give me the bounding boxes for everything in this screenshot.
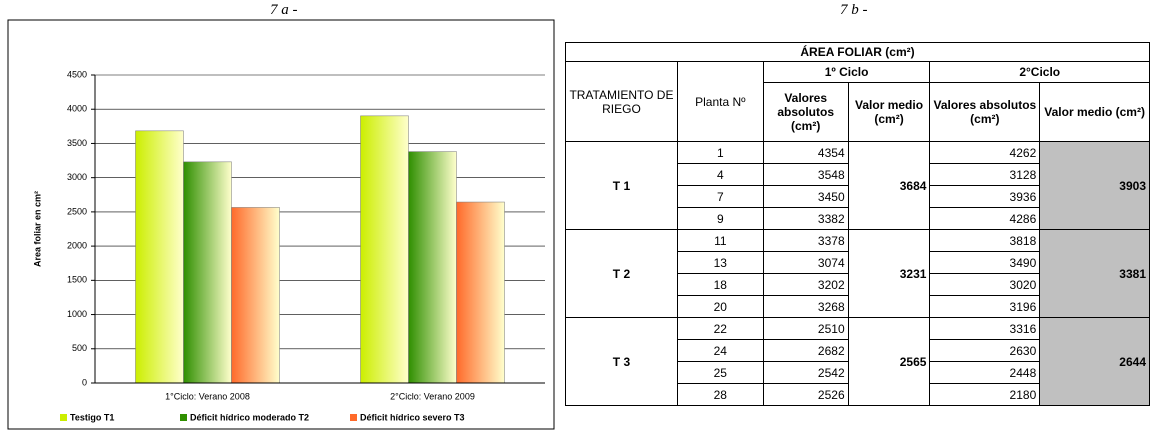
bar	[183, 161, 232, 384]
value-cell: 4286	[929, 207, 1041, 230]
x-tick-label: 2°Ciclo: Verano 2009	[390, 391, 475, 401]
chart-caption: 7 a -	[270, 2, 298, 18]
y-tick-label: 3500	[67, 138, 87, 148]
bar	[231, 207, 280, 384]
table-row: 20 3268 3196	[566, 295, 1150, 318]
table-title: ÁREA FOLIAR (cm²)	[565, 42, 1150, 62]
bar	[360, 115, 409, 384]
mean-cell: 3231	[847, 229, 931, 318]
chart: Area foliar en cm² 0 500 1000 1500 2000 2500 3…	[7, 19, 555, 430]
data-table: ÁREA FOLIAR (cm²) TRATAMIENTO DE RIEGO Pla…	[565, 42, 1150, 406]
value-cell: 3316	[929, 317, 1041, 340]
group-label: T 3	[565, 317, 678, 406]
header-cell: 1º Ciclo	[762, 61, 931, 83]
value-cell: 2542	[762, 361, 849, 384]
value-cell: 3450	[762, 185, 849, 208]
table-row: Valores absolutos (cm²) Valor medio (cm²)…	[566, 82, 1150, 142]
value-cell: 3378	[762, 229, 849, 252]
value-cell: 3268	[762, 295, 849, 318]
table-row: 18 3202 3020	[566, 273, 1150, 296]
table-row: T 2 11 3378 3231 3818 3381	[565, 229, 1150, 318]
value-cell: 2448	[929, 361, 1041, 384]
y-tick-label: 2500	[67, 206, 87, 216]
value-cell: 3128	[929, 163, 1041, 186]
mean-cell: 2644	[1039, 317, 1150, 406]
table-row: 9 3382 4286	[566, 207, 1150, 230]
value-cell: 3020	[929, 273, 1041, 296]
legend-label: Testigo T1	[70, 412, 114, 422]
table-row: 13 3074 3490	[566, 251, 1150, 274]
plant-cell: 22	[676, 317, 764, 340]
header-cell: Planta Nº	[676, 61, 764, 142]
table-row: 24 2682 2630	[566, 339, 1150, 362]
plant-cell: 7	[676, 185, 764, 208]
table-row: 25 2542 2448	[566, 361, 1150, 384]
plant-cell: 11	[676, 229, 764, 252]
y-tick-label: 1500	[67, 275, 87, 285]
x-tick-label: 1°Ciclo: Verano 2008	[165, 391, 250, 401]
value-cell: 3818	[929, 229, 1041, 252]
y-tick-label: 2000	[67, 240, 87, 250]
plant-cell: 28	[676, 383, 764, 406]
y-tick-label: 4500	[67, 69, 87, 79]
y-tick-label: 500	[72, 343, 87, 353]
table-caption: 7 b -	[840, 2, 868, 18]
plant-cell: 24	[676, 339, 764, 362]
y-tick-label: 3000	[67, 172, 87, 182]
mean-cell: 3684	[847, 141, 931, 230]
y-tick-label: 4000	[67, 104, 87, 114]
value-cell: 2510	[762, 317, 849, 340]
group-label: T 2	[565, 229, 678, 318]
legend-swatch	[180, 414, 187, 421]
header-cell: TRATAMIENTO DE RIEGO	[565, 61, 678, 142]
mean-cell: 3903	[1039, 141, 1150, 230]
plant-cell: 1	[676, 141, 764, 164]
legend-swatch	[350, 414, 357, 421]
value-cell: 4354	[762, 141, 849, 164]
bar	[408, 151, 457, 384]
y-axis-label: Area foliar en cm²	[32, 191, 42, 267]
header-cell: 2°Ciclo	[929, 61, 1150, 83]
plant-cell: 25	[676, 361, 764, 384]
header-cell: Valor medio (cm²)	[1039, 82, 1150, 142]
table-row: 4 3548 3128	[566, 163, 1150, 186]
mean-cell: 2565	[847, 317, 931, 406]
value-cell: 3074	[762, 251, 849, 274]
legend-swatch	[60, 414, 67, 421]
value-cell: 2180	[929, 383, 1041, 406]
table-row: ÁREA FOLIAR (cm²)	[565, 42, 1150, 62]
value-cell: 2630	[929, 339, 1041, 362]
table-row: T 1 1 4354 3684 4262 3903	[565, 141, 1150, 230]
plant-cell: 18	[676, 273, 764, 296]
value-cell: 4262	[929, 141, 1041, 164]
plant-cell: 20	[676, 295, 764, 318]
y-tick-label: 0	[82, 377, 87, 387]
plant-cell: 4	[676, 163, 764, 186]
legend-label: Déficit hídrico severo T3	[360, 412, 465, 422]
value-cell: 3202	[762, 273, 849, 296]
header-cell: Valor medio (cm²)	[847, 82, 931, 142]
value-cell: 3196	[929, 295, 1041, 318]
plant-cell: 13	[676, 251, 764, 274]
header-cell: Valores absolutos (cm²)	[929, 82, 1041, 142]
table-row: T 3 22 2510 2565 3316 2644	[565, 317, 1150, 406]
header-cell: Valores absolutos (cm²)	[762, 82, 849, 142]
value-cell: 3548	[762, 163, 849, 186]
value-cell: 3936	[929, 185, 1041, 208]
value-cell: 3382	[762, 207, 849, 230]
bar	[135, 130, 184, 384]
y-tick-label: 1000	[67, 309, 87, 319]
value-cell: 2682	[762, 339, 849, 362]
group-label: T 1	[565, 141, 678, 230]
bar	[456, 201, 505, 384]
table-row: TRATAMIENTO DE RIEGO Planta Nº 1º Ciclo 2°C…	[565, 61, 1150, 142]
legend-label: Déficit hídrico moderado T2	[190, 412, 309, 422]
table-row: 7 3450 3936	[566, 185, 1150, 208]
value-cell: 2526	[762, 383, 849, 406]
table-row: 28 2526 2180	[566, 383, 1150, 406]
mean-cell: 3381	[1039, 229, 1150, 318]
value-cell: 3490	[929, 251, 1041, 274]
plant-cell: 9	[676, 207, 764, 230]
